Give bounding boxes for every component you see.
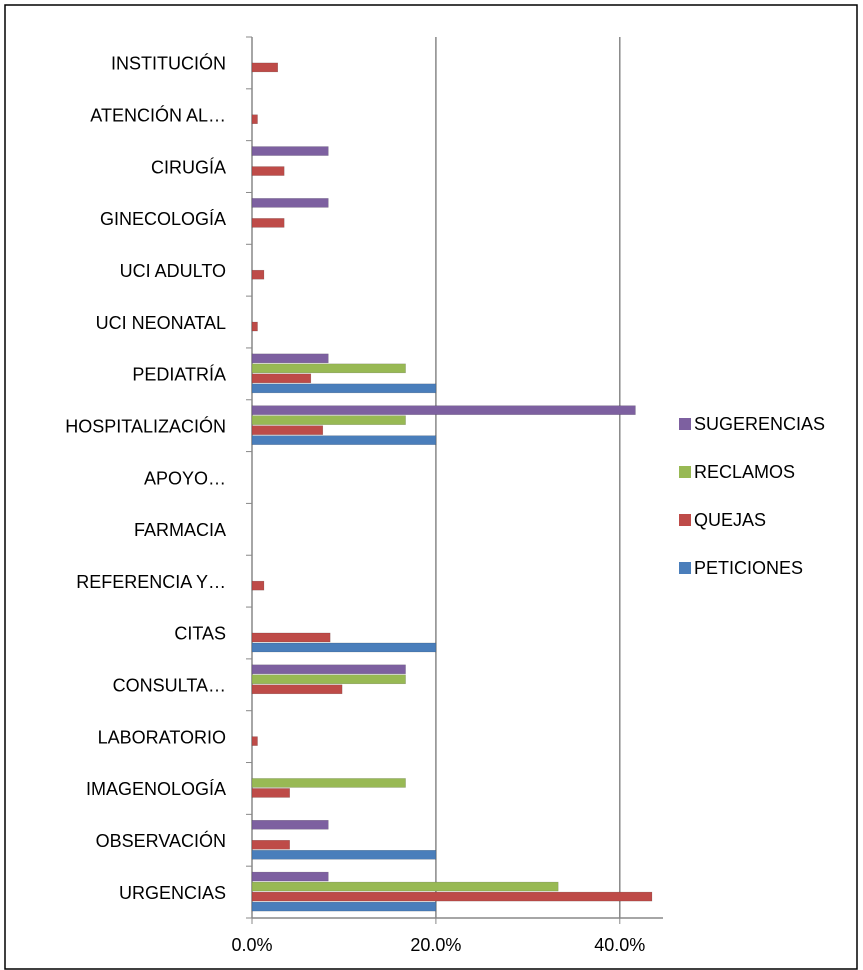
y-tick-label: OBSERVACIÓN bbox=[96, 830, 226, 851]
x-tick-label: 20.0% bbox=[410, 935, 461, 955]
bar bbox=[251, 736, 258, 746]
bar bbox=[251, 415, 406, 425]
y-tick-label: CITAS bbox=[174, 624, 226, 644]
legend-label: QUEJAS bbox=[694, 510, 766, 530]
bar bbox=[251, 166, 285, 176]
bar bbox=[251, 114, 258, 124]
bar bbox=[251, 901, 437, 912]
y-tick-label: APOYO… bbox=[144, 468, 226, 488]
legend-swatch bbox=[679, 418, 691, 430]
bar bbox=[251, 778, 406, 788]
bar bbox=[251, 435, 437, 445]
legend-swatch bbox=[679, 562, 691, 574]
y-tick-label: URGENCIAS bbox=[119, 883, 226, 903]
legend-swatch bbox=[679, 466, 691, 478]
y-tick-label: IMAGENOLOGÍA bbox=[86, 779, 226, 799]
bar bbox=[251, 218, 285, 228]
bar bbox=[251, 664, 406, 675]
bar bbox=[251, 840, 290, 850]
bar bbox=[251, 321, 258, 332]
bar bbox=[251, 850, 437, 860]
y-tick-label: PEDIATRÍA bbox=[132, 365, 226, 385]
bar bbox=[251, 373, 312, 384]
y-tick-label: INSTITUCIÓN bbox=[111, 53, 226, 74]
bar bbox=[251, 642, 437, 653]
bar bbox=[251, 363, 406, 374]
bar bbox=[251, 891, 653, 902]
y-tick-label: UCI NEONATAL bbox=[96, 313, 226, 333]
y-tick-label: ATENCIÓN AL… bbox=[90, 104, 226, 125]
chart-border bbox=[4, 4, 858, 970]
y-tick-label: REFERENCIA Y… bbox=[76, 572, 226, 592]
y-tick-label: GINECOLOGÍA bbox=[100, 209, 226, 229]
bar bbox=[251, 383, 437, 394]
bar bbox=[251, 632, 331, 643]
bar bbox=[251, 820, 329, 830]
bar bbox=[251, 405, 636, 415]
y-tick-label: HOSPITALIZACIÓN bbox=[65, 415, 226, 436]
bar bbox=[251, 580, 265, 591]
bar bbox=[251, 788, 290, 798]
x-tick-label: 40.0% bbox=[594, 935, 645, 955]
bar bbox=[251, 269, 265, 280]
legend-label: PETICIONES bbox=[694, 558, 803, 578]
bar bbox=[251, 353, 329, 364]
legend-label: SUGERENCIAS bbox=[694, 414, 825, 434]
y-tick-label: CONSULTA… bbox=[113, 676, 226, 696]
bar bbox=[251, 425, 324, 435]
y-tick-label: CIRUGÍA bbox=[151, 157, 226, 177]
legend-label: RECLAMOS bbox=[694, 462, 795, 482]
bar bbox=[251, 684, 343, 695]
bar bbox=[251, 674, 406, 685]
bar bbox=[251, 871, 329, 882]
y-tick-label: FARMACIA bbox=[134, 520, 226, 540]
bar bbox=[251, 146, 329, 156]
legend-swatch bbox=[679, 514, 691, 526]
x-tick-label: 0.0% bbox=[231, 935, 272, 955]
y-tick-label: UCI ADULTO bbox=[120, 261, 226, 281]
bar bbox=[251, 881, 559, 892]
bar bbox=[251, 62, 278, 73]
bar bbox=[251, 198, 329, 208]
y-tick-label: LABORATORIO bbox=[98, 727, 226, 747]
